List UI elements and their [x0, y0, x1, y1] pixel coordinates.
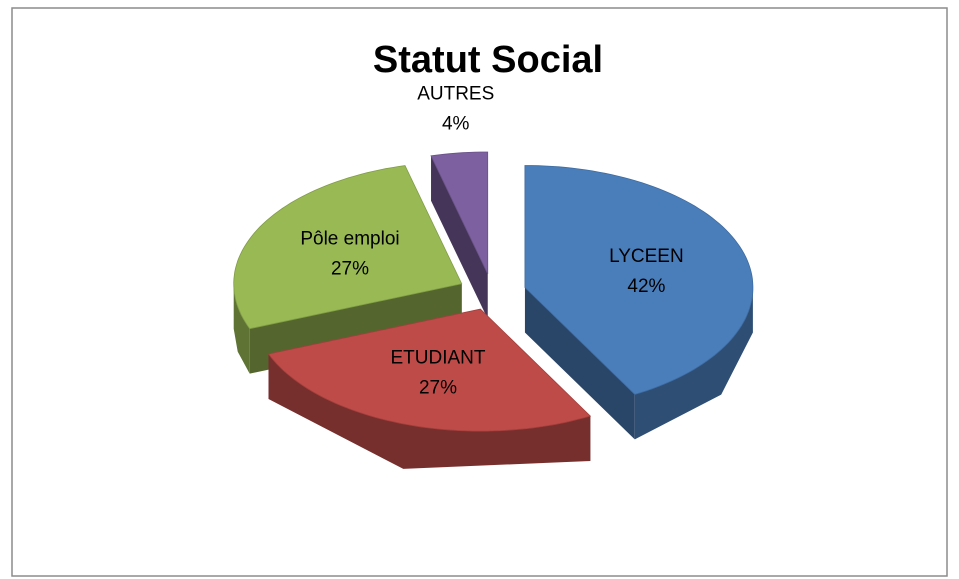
slice-side: [524, 287, 635, 440]
slice-label: Pôle emploi: [300, 228, 399, 249]
pie-slice: [524, 165, 754, 440]
pie-slice: [267, 308, 592, 469]
slice-top: [233, 165, 463, 330]
slice-value-label: 27%: [331, 258, 369, 279]
slice-label: AUTRES: [417, 83, 494, 104]
slice-value-label: 42%: [627, 276, 665, 297]
slice-value-label: 4%: [442, 113, 470, 134]
slice-value-label: 27%: [419, 377, 457, 398]
slice-wall: [233, 283, 250, 374]
slice-label: ETUDIANT: [391, 347, 486, 368]
slice-wall: [268, 354, 591, 469]
pie-slice: [430, 151, 489, 319]
slice-label: LYCEEN: [609, 246, 684, 267]
slice-top: [267, 308, 592, 432]
pie: [233, 151, 754, 469]
slice-top: [524, 165, 754, 395]
slice-top: [430, 151, 489, 275]
slice-side: [431, 155, 488, 319]
chart-title: Statut Social: [373, 39, 603, 81]
slice-wall: [634, 287, 753, 440]
